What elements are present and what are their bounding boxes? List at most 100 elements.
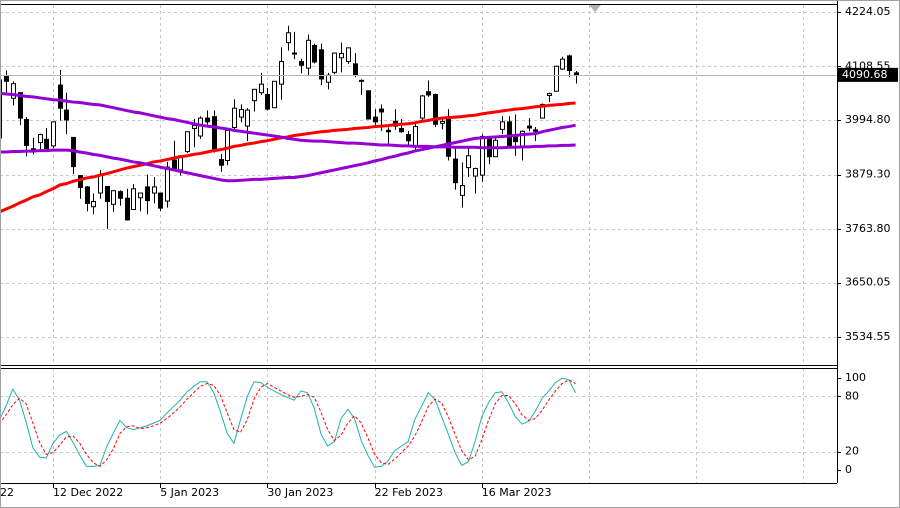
- oscillator-line: [0, 377, 577, 468]
- x-tick-label: 22: [0, 486, 14, 499]
- candle-body: [286, 32, 291, 44]
- candle-body: [24, 119, 29, 146]
- x-tick-label: 12 Dec 2022: [53, 486, 123, 499]
- candle-body: [38, 134, 43, 144]
- candle-body: [225, 129, 230, 162]
- y-tick-label: 3763.80: [845, 222, 891, 235]
- candle-body: [433, 94, 438, 125]
- candle-body: [158, 192, 163, 209]
- y-tick-label: 3650.05: [845, 276, 891, 289]
- candle-body: [466, 155, 471, 169]
- candle-body: [265, 94, 270, 110]
- candle-body: [11, 83, 16, 99]
- candle-body: [172, 159, 177, 170]
- candle-body: [406, 134, 411, 142]
- candle-body: [152, 186, 157, 194]
- candle-body: [4, 76, 9, 82]
- candle-body: [232, 107, 237, 129]
- y-tick-label: 80: [845, 389, 859, 402]
- candle-body: [138, 192, 143, 199]
- candle-body: [339, 53, 344, 59]
- price-pane: [0, 25, 837, 229]
- candle-body: [446, 117, 451, 157]
- y-tick-label: 3994.80: [845, 113, 891, 126]
- candle-body: [500, 121, 505, 130]
- y-tick-label: 100: [845, 371, 866, 384]
- axis-layer: 4224.054108.553994.803879.303763.803650.…: [0, 5, 898, 499]
- candle-body: [192, 125, 197, 129]
- candle-body: [279, 61, 284, 85]
- candle-body: [98, 174, 103, 194]
- candle-body: [64, 109, 69, 121]
- candle-body: [299, 61, 304, 66]
- candle-body: [205, 117, 210, 123]
- candle-body: [574, 72, 579, 76]
- y-tick-label: 4224.05: [845, 5, 891, 18]
- candle-body: [453, 158, 458, 184]
- candle-body: [219, 159, 224, 166]
- candle-body: [480, 135, 485, 176]
- candle-body: [44, 138, 49, 150]
- candle-body: [212, 116, 217, 152]
- candle-body: [165, 166, 170, 202]
- candle-body: [118, 191, 123, 199]
- candle-body: [198, 117, 203, 137]
- candle-body: [460, 184, 465, 196]
- candle-body: [145, 186, 150, 202]
- candle-body: [379, 108, 384, 113]
- candle-body: [533, 129, 538, 132]
- candle-body: [426, 91, 431, 96]
- shift-marker: [589, 5, 601, 12]
- y-tick-label: 20: [845, 445, 859, 458]
- candle-body: [292, 52, 297, 55]
- candle-body: [259, 83, 264, 94]
- candle-body: [58, 84, 63, 109]
- moving-average: [0, 123, 576, 183]
- candle-body: [540, 103, 545, 119]
- candle-body: [85, 186, 90, 204]
- moving-average: [0, 91, 576, 150]
- candle-body: [420, 95, 425, 119]
- candle-body: [105, 185, 110, 203]
- candle-body: [245, 109, 250, 127]
- x-tick-label: 5 Jan 2023: [160, 486, 219, 499]
- candle-body: [272, 80, 277, 109]
- candle-body: [18, 92, 23, 119]
- oscillator-pane: [0, 377, 577, 468]
- candle-body: [567, 55, 572, 71]
- candle-body: [91, 201, 96, 208]
- candle-body: [239, 109, 244, 118]
- candle-body: [319, 49, 324, 80]
- candle-body: [513, 135, 518, 143]
- candle-body: [560, 58, 565, 70]
- candle-body: [185, 131, 190, 153]
- grid-layer: [0, 5, 837, 483]
- x-tick-label: 30 Jan 2023: [267, 486, 333, 499]
- candle-body: [547, 93, 552, 96]
- candle-body: [554, 65, 559, 92]
- x-tick-label: 22 Feb 2023: [375, 486, 443, 499]
- y-tick-label: 3534.55: [845, 330, 891, 343]
- candle-body: [473, 168, 478, 177]
- price-label-box: [838, 67, 898, 82]
- candle-body: [131, 188, 136, 211]
- price-label: 4090.68: [842, 68, 888, 81]
- candle-body: [386, 129, 391, 133]
- candle-body: [366, 90, 371, 120]
- candle-body: [440, 120, 445, 124]
- candle-body: [312, 44, 317, 63]
- candle-body: [326, 74, 331, 83]
- candle-body: [346, 47, 351, 63]
- candle-body: [359, 79, 364, 82]
- candle-body: [353, 63, 358, 76]
- candle-body: [527, 125, 532, 129]
- candle-body: [332, 52, 337, 73]
- y-tick-label: 0: [845, 463, 852, 476]
- candle-body: [306, 39, 311, 69]
- candle-body: [111, 190, 116, 205]
- candle-body: [252, 88, 257, 102]
- x-tick-label: 16 Mar 2023: [482, 486, 552, 499]
